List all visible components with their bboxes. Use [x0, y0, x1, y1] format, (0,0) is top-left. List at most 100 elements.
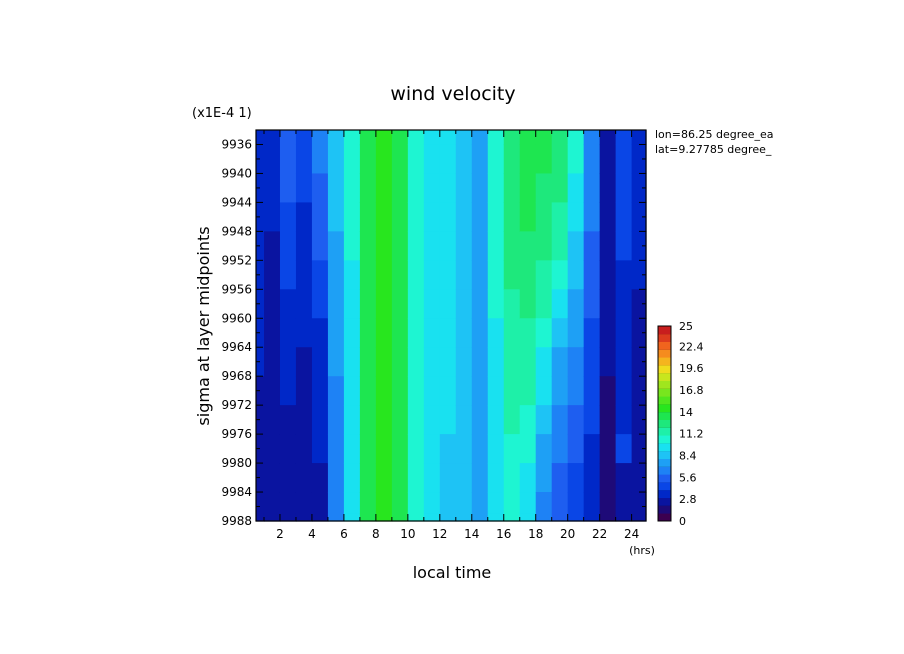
- heatmap-cell: [311, 405, 329, 435]
- x-tick-label: 4: [308, 527, 316, 541]
- heatmap-cell: [375, 376, 393, 406]
- heatmap-cell: [567, 144, 585, 175]
- heatmap-cell: [295, 231, 313, 261]
- y-tick-label: 9964: [221, 340, 252, 354]
- heatmap-cell: [263, 289, 281, 319]
- heatmap-cell: [487, 513, 505, 522]
- colorbar-frame: [657, 325, 672, 522]
- heatmap-cell: [407, 130, 425, 146]
- heatmap-cell: [439, 173, 457, 204]
- heatmap-cell: [455, 405, 473, 435]
- heatmap-cell: [327, 144, 345, 175]
- heatmap-cell: [311, 130, 329, 146]
- heatmap-cell: [295, 347, 313, 377]
- heatmap-cell: [439, 463, 457, 493]
- heatmap-cell: [375, 405, 393, 435]
- heatmap-cell: [583, 202, 601, 232]
- heatmap-cell: [256, 434, 265, 464]
- heatmap-cell: [599, 173, 617, 204]
- heatmap-cell: [311, 318, 329, 348]
- heatmap-cell: [631, 492, 647, 515]
- heatmap-cell: [407, 463, 425, 493]
- x-axis: 2 4 6 8 10 12 14 16 18 20 22 24: [263, 130, 639, 541]
- heatmap-cell: [551, 231, 569, 261]
- y-tick-label: 9968: [221, 369, 252, 383]
- heatmap-cell: [343, 347, 361, 377]
- heatmap-cell: [327, 434, 345, 464]
- heatmap-cell: [535, 492, 553, 515]
- heatmap-cell: [423, 492, 441, 515]
- heatmap-cell: [295, 144, 313, 175]
- y-tick-label: 9944: [221, 195, 252, 209]
- heatmap-cell: [343, 130, 361, 146]
- heatmap-cell: [327, 513, 345, 522]
- heatmap-cell: [423, 434, 441, 464]
- heatmap-cell: [615, 289, 633, 319]
- heatmap-cell: [263, 463, 281, 493]
- heatmap-cell: [359, 231, 377, 261]
- heatmap-cell: [583, 492, 601, 515]
- heatmap-cell: [631, 289, 647, 319]
- heatmap-cell: [615, 434, 633, 464]
- heatmap-cell: [599, 144, 617, 175]
- heatmap-cell: [567, 405, 585, 435]
- heatmap-cell: [391, 231, 409, 261]
- heatmap-cell: [279, 173, 297, 204]
- heatmap-cell: [279, 463, 297, 493]
- heatmap-cell: [295, 318, 313, 348]
- heatmap-cell: [503, 376, 521, 406]
- heatmap-cell: [327, 289, 345, 319]
- heatmap-cell: [359, 347, 377, 377]
- chart-title: wind velocity: [390, 83, 515, 105]
- heatmap-cell: [327, 173, 345, 204]
- annotation-lon: lon=86.25 degree_ea: [655, 128, 774, 141]
- heatmap-cell: [599, 231, 617, 261]
- heatmap-cell: [263, 492, 281, 515]
- heatmap-cell: [535, 434, 553, 464]
- heatmap-cell: [487, 231, 505, 261]
- heatmap-cell: [391, 144, 409, 175]
- heatmap-cell: [311, 492, 329, 515]
- heatmap-cell: [343, 202, 361, 232]
- x-tick-label: 14: [464, 527, 479, 541]
- heatmap-cell: [311, 434, 329, 464]
- heatmap-cell: [256, 202, 265, 232]
- heatmap-cell: [423, 231, 441, 261]
- heatmap-cell: [535, 260, 553, 290]
- heatmap-cell: [295, 513, 313, 522]
- heatmap-cells: [256, 130, 647, 522]
- heatmap-cell: [551, 289, 569, 319]
- heatmap-cell: [471, 231, 489, 261]
- heatmap-cell: [407, 513, 425, 522]
- colorbar-tick-label: 25: [679, 320, 693, 333]
- colorbar: 0 2.8 5.6 8.4 11.2 14 16.8 19.6 22.4 25: [657, 320, 704, 528]
- heatmap-cell: [359, 492, 377, 515]
- heatmap-cell: [599, 318, 617, 348]
- heatmap-cell: [471, 463, 489, 493]
- heatmap-cell: [631, 231, 647, 261]
- heatmap-cell: [615, 492, 633, 515]
- heatmap-cell: [471, 144, 489, 175]
- heatmap-cell: [359, 376, 377, 406]
- colorbar-swatch: [658, 513, 671, 522]
- heatmap-cell: [359, 405, 377, 435]
- y-tick-label: 9948: [221, 224, 252, 238]
- heatmap-cell: [503, 260, 521, 290]
- heatmap-cell: [391, 405, 409, 435]
- heatmap-cell: [295, 289, 313, 319]
- heatmap-cell: [423, 405, 441, 435]
- heatmap-cell: [535, 144, 553, 175]
- heatmap-cell: [256, 231, 265, 261]
- heatmap-cell: [279, 318, 297, 348]
- heatmap-cell: [599, 513, 617, 522]
- y-tick-label: 9976: [221, 427, 252, 441]
- heatmap-cell: [583, 405, 601, 435]
- heatmap-cell: [615, 260, 633, 290]
- heatmap-cell: [471, 289, 489, 319]
- heatmap-cell: [263, 231, 281, 261]
- y-tick-label: 9960: [221, 311, 252, 325]
- heatmap-cell: [343, 144, 361, 175]
- x-tick-label: 6: [340, 527, 348, 541]
- heatmap-cell: [519, 289, 537, 319]
- heatmap-cell: [583, 260, 601, 290]
